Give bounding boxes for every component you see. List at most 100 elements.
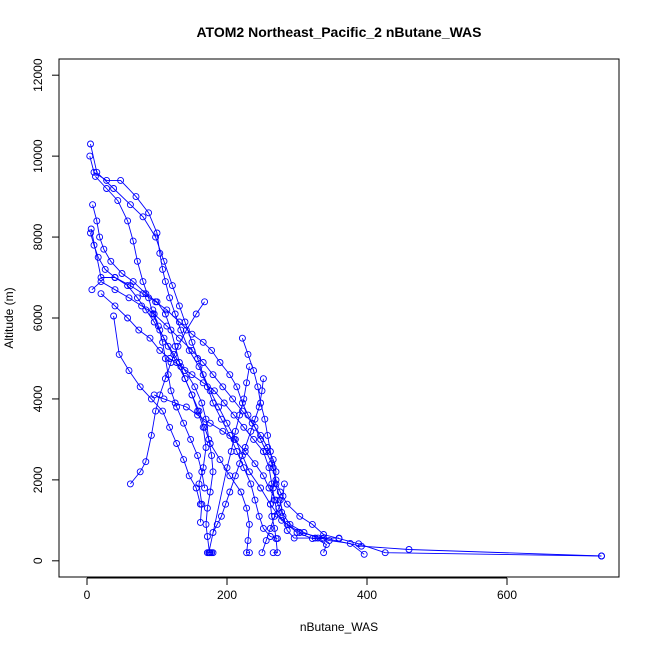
data-point bbox=[199, 379, 207, 387]
chart-title: ATOM2 Northeast_Pacific_2 nButane_WAS bbox=[196, 24, 481, 40]
data-point bbox=[209, 399, 217, 407]
data-point bbox=[159, 407, 167, 415]
data-point bbox=[152, 298, 160, 306]
data-point bbox=[290, 534, 298, 542]
data-point bbox=[269, 549, 277, 557]
data-point bbox=[168, 282, 176, 290]
data-point bbox=[308, 520, 316, 528]
series-9 bbox=[126, 298, 209, 488]
data-point bbox=[156, 346, 164, 354]
data-point bbox=[93, 217, 101, 225]
data-point bbox=[199, 338, 207, 346]
data-point bbox=[269, 456, 277, 464]
data-point bbox=[266, 448, 274, 455]
data-point bbox=[283, 500, 291, 508]
data-point bbox=[286, 520, 294, 528]
data-point bbox=[247, 427, 255, 435]
data-point bbox=[177, 363, 185, 371]
data-point bbox=[208, 346, 216, 354]
data-point bbox=[233, 383, 241, 391]
data-point bbox=[245, 520, 253, 528]
data-point bbox=[126, 282, 134, 290]
x-tick-label: 400 bbox=[357, 588, 377, 602]
data-point bbox=[156, 249, 164, 257]
data-point bbox=[111, 274, 119, 281]
data-point bbox=[132, 193, 140, 201]
data-point bbox=[139, 213, 147, 221]
data-point bbox=[163, 306, 171, 314]
data-point bbox=[125, 367, 133, 375]
data-point bbox=[320, 531, 328, 538]
data-point bbox=[257, 431, 265, 439]
data-point bbox=[209, 468, 217, 476]
data-point bbox=[243, 379, 251, 387]
data-point bbox=[405, 546, 413, 553]
data-point bbox=[264, 431, 272, 439]
data-point bbox=[167, 387, 175, 395]
data-point bbox=[296, 512, 304, 520]
data-point bbox=[129, 237, 137, 245]
data-point bbox=[145, 294, 153, 302]
data-point bbox=[229, 395, 237, 403]
data-point bbox=[300, 529, 308, 536]
x-axis-label: nButane_WAS bbox=[300, 620, 378, 634]
data-point bbox=[194, 452, 202, 460]
data-point bbox=[360, 550, 368, 558]
data-point bbox=[111, 302, 119, 310]
data-point bbox=[213, 520, 221, 528]
data-point bbox=[255, 512, 263, 520]
data-point bbox=[118, 270, 126, 277]
data-point bbox=[318, 535, 326, 543]
data-point bbox=[107, 257, 115, 265]
data-point bbox=[175, 318, 183, 326]
data-point bbox=[257, 435, 265, 443]
data-point bbox=[139, 278, 147, 286]
data-point bbox=[180, 456, 188, 464]
x-tick-label: 200 bbox=[217, 588, 237, 602]
data-point bbox=[173, 440, 181, 447]
data-point bbox=[196, 518, 204, 526]
data-point bbox=[196, 500, 204, 508]
data-point bbox=[161, 310, 169, 318]
data-point bbox=[153, 229, 161, 237]
data-point bbox=[194, 407, 202, 415]
data-point bbox=[90, 168, 98, 176]
data-point bbox=[261, 415, 269, 423]
data-point bbox=[222, 500, 230, 508]
data-point bbox=[272, 480, 280, 488]
data-point bbox=[598, 552, 605, 560]
data-point bbox=[182, 403, 190, 411]
data-point bbox=[136, 383, 144, 391]
data-point bbox=[86, 152, 94, 160]
data-point bbox=[198, 399, 206, 407]
series-line bbox=[241, 338, 327, 553]
data-point bbox=[210, 387, 218, 395]
series-line bbox=[261, 483, 285, 553]
data-point bbox=[166, 355, 174, 362]
data-point bbox=[245, 363, 253, 371]
data-point bbox=[202, 415, 210, 423]
data-point bbox=[159, 265, 167, 273]
data-point bbox=[103, 176, 111, 184]
series-line bbox=[212, 378, 264, 533]
data-point bbox=[219, 427, 227, 435]
y-tick-label: 0 bbox=[31, 557, 45, 564]
data-point bbox=[226, 371, 234, 379]
data-point bbox=[164, 342, 172, 350]
data-point bbox=[251, 496, 259, 504]
series-line bbox=[91, 281, 278, 554]
data-point bbox=[226, 488, 234, 496]
data-point bbox=[245, 549, 253, 557]
data-point bbox=[219, 383, 227, 391]
data-point bbox=[125, 294, 133, 302]
data-point bbox=[346, 539, 354, 547]
data-point bbox=[271, 512, 279, 520]
data-point bbox=[173, 403, 181, 411]
data-point bbox=[257, 484, 265, 492]
data-point bbox=[240, 464, 248, 472]
data-point bbox=[244, 350, 252, 358]
data-point bbox=[124, 314, 132, 322]
data-point bbox=[147, 431, 155, 439]
data-point bbox=[216, 456, 224, 464]
